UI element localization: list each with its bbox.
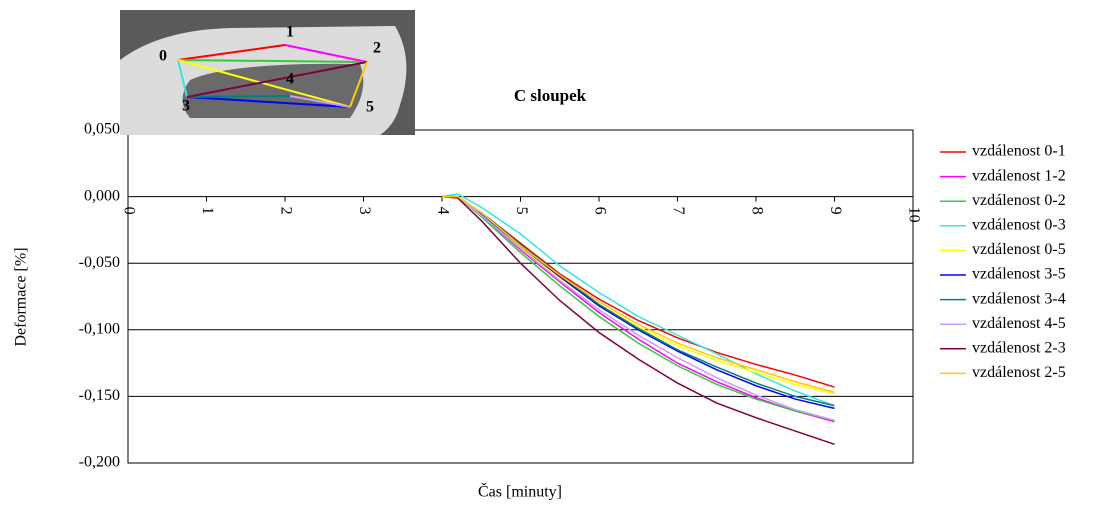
photo-label: 3 — [182, 98, 190, 115]
photo-arrow — [289, 95, 351, 108]
legend-label: vzdálenost 2-3 — [972, 339, 1066, 356]
photo-label: 5 — [366, 99, 374, 116]
series-line — [442, 195, 835, 410]
photo-arrow — [177, 59, 188, 98]
photo-arrow — [186, 96, 351, 108]
legend-label: vzdálenost 3-5 — [972, 266, 1066, 283]
x-tick-label: 3 — [356, 207, 373, 215]
series-line — [441, 193, 835, 407]
legend-label: vzdálenost 3-4 — [972, 290, 1066, 307]
legend-label: vzdálenost 0-5 — [972, 241, 1066, 258]
legend-label: vzdálenost 0-3 — [972, 216, 1066, 233]
photo-label: 1 — [286, 24, 294, 41]
legend-label: vzdálenost 2-5 — [972, 364, 1066, 381]
x-tick-label: 9 — [827, 207, 844, 215]
y-tick-label: -0,050 — [79, 254, 120, 271]
legend-label: vzdálenost 0-2 — [972, 192, 1066, 209]
photo-label: 0 — [159, 48, 167, 65]
series-line — [442, 195, 835, 407]
photo-arrow — [177, 59, 368, 63]
series-line — [442, 195, 835, 422]
x-tick-label: 6 — [591, 207, 608, 215]
series-line — [442, 195, 835, 422]
legend-label: vzdálenost 4-5 — [972, 315, 1066, 332]
photo-arrow — [349, 61, 368, 108]
y-axis-label: Deformace [%] — [13, 247, 30, 346]
chart-title: C sloupek — [514, 86, 587, 105]
y-tick-label: 0,000 — [84, 187, 120, 204]
photo-label: 2 — [373, 40, 381, 57]
y-tick-label: -0,150 — [79, 387, 120, 404]
series-line — [442, 195, 835, 395]
legend-label: vzdálenost 0-1 — [972, 143, 1066, 160]
x-tick-label: 0 — [120, 207, 137, 215]
x-tick-label: 10 — [905, 207, 922, 223]
photo-arrow — [186, 61, 368, 98]
series-line — [441, 195, 835, 446]
series-line — [442, 195, 835, 394]
legend-label: vzdálenost 1-2 — [972, 167, 1066, 184]
x-tick-label: 2 — [277, 207, 294, 215]
photo-arrow — [177, 44, 286, 61]
plot-frame — [127, 129, 914, 464]
photo-arrow — [284, 44, 368, 63]
x-tick-label: 1 — [199, 207, 216, 215]
photo-arrow — [186, 95, 291, 98]
x-tick-label: 5 — [513, 207, 530, 215]
x-tick-label: 7 — [670, 207, 687, 215]
x-tick-label: 4 — [434, 207, 451, 215]
y-tick-label: 0,050 — [84, 121, 120, 138]
x-tick-label: 8 — [748, 207, 765, 215]
x-axis-label: Čas [minuty] — [478, 482, 562, 501]
photo-arrow — [177, 59, 351, 108]
y-tick-label: -0,100 — [79, 320, 120, 337]
y-tick-label: -0,200 — [79, 454, 120, 471]
photo-label: 4 — [286, 71, 294, 88]
